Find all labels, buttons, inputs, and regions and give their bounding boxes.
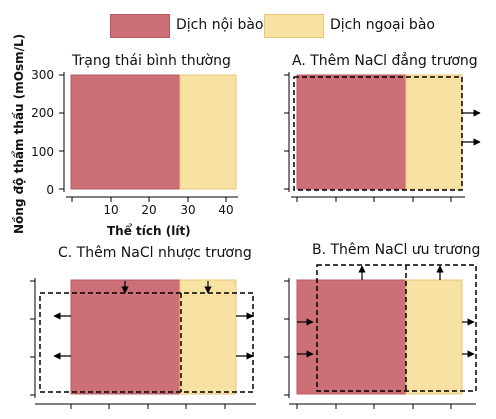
panel-title-b: B. Thêm NaCl ưu trương — [312, 242, 481, 258]
new-state-outline — [39, 292, 254, 393]
legend-swatch-intracellular — [110, 14, 170, 38]
x-tick-label: 10 — [103, 203, 119, 217]
x-axis-title: Thể tích (lít) — [107, 224, 191, 238]
panel-c — [30, 278, 256, 409]
legend-swatch-extracellular — [264, 14, 324, 38]
panel-b — [284, 264, 477, 409]
y-tick-label: 300 — [31, 68, 54, 82]
panel-normal — [59, 72, 238, 202]
extracellular-area — [179, 279, 237, 395]
x-tick-label: 30 — [180, 203, 196, 217]
panel-title-a: A. Thêm NaCl đẳng trương — [292, 53, 478, 69]
y-tick-label: 200 — [31, 106, 54, 120]
legend-label-intracellular: Dịch nội bào — [176, 17, 264, 33]
intracellular-area — [296, 279, 407, 395]
legend-label-extracellular: Dịch ngoại bào — [330, 17, 435, 33]
x-tick-label: 40 — [218, 203, 234, 217]
y-tick-label: 0 — [46, 183, 54, 197]
panel-title-normal: Trạng thái bình thường — [72, 53, 231, 69]
extracellular-area — [405, 74, 463, 190]
intracellular-area — [70, 279, 181, 395]
extracellular-area — [405, 279, 463, 395]
intracellular-area — [296, 74, 407, 190]
new-state-outline — [316, 264, 477, 392]
intracellular-area — [70, 74, 181, 190]
new-state-outline — [293, 76, 463, 191]
x-tick-label: 20 — [141, 203, 157, 217]
y-tick-label: 100 — [31, 145, 54, 159]
extracellular-area — [179, 74, 237, 190]
panel-a — [284, 72, 481, 202]
panel-title-c: C. Thêm NaCl nhược trương — [58, 245, 252, 261]
